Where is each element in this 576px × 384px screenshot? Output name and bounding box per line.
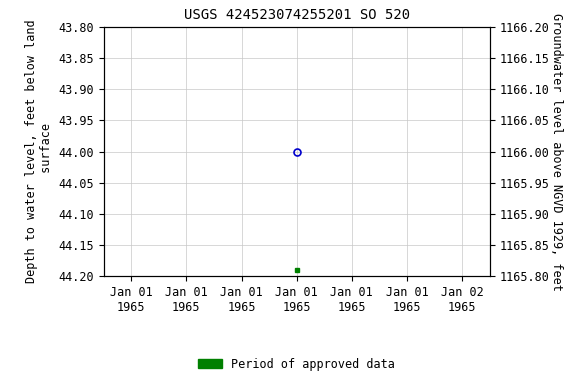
Y-axis label: Groundwater level above NGVD 1929, feet: Groundwater level above NGVD 1929, feet	[550, 13, 563, 291]
Y-axis label: Depth to water level, feet below land
 surface: Depth to water level, feet below land su…	[25, 20, 53, 283]
Legend: Period of approved data: Period of approved data	[194, 353, 400, 376]
Title: USGS 424523074255201 SO 520: USGS 424523074255201 SO 520	[184, 8, 410, 22]
